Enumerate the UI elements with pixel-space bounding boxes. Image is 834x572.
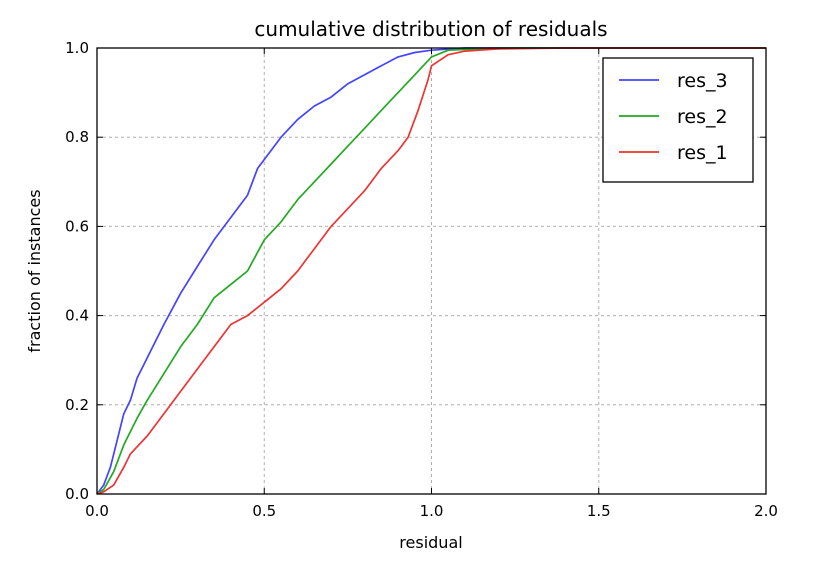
y-axis-title: fraction of instances	[25, 189, 44, 352]
series-line-res-2	[96, 47, 766, 495]
y-tick-label: 0.8	[65, 128, 89, 146]
legend-label-res-1: res_1	[677, 142, 728, 164]
y-tick-label: 1.0	[65, 39, 89, 57]
x-axis-title: residual	[399, 533, 462, 552]
x-tick-label: 2.0	[754, 502, 778, 520]
chart-title: cumulative distribution of residuals	[254, 17, 607, 41]
ticks: 0.0 0.5 1.0 1.5 2.0 0.0 0.2 0.4 0.6 0.8 1.0	[65, 39, 778, 520]
y-tick-label: 0.0	[65, 485, 89, 503]
legend-label-res-3: res_3	[677, 70, 728, 92]
legend-box	[602, 57, 754, 183]
y-tick-label: 0.6	[65, 217, 89, 235]
y-tick-label: 0.4	[65, 307, 89, 325]
x-tick-label: 0.0	[85, 502, 109, 520]
series-group	[96, 47, 766, 495]
grid	[97, 48, 766, 494]
y-tick-label: 0.2	[65, 396, 89, 414]
series-line-res-1	[96, 47, 766, 495]
legend-label-res-2: res_2	[677, 106, 728, 128]
x-tick-label: 0.5	[252, 502, 276, 520]
x-tick-label: 1.0	[420, 502, 444, 520]
series-line-res-3	[96, 47, 766, 495]
x-tick-label: 1.5	[587, 502, 611, 520]
legend: res_3 res_2 res_1	[602, 57, 754, 183]
